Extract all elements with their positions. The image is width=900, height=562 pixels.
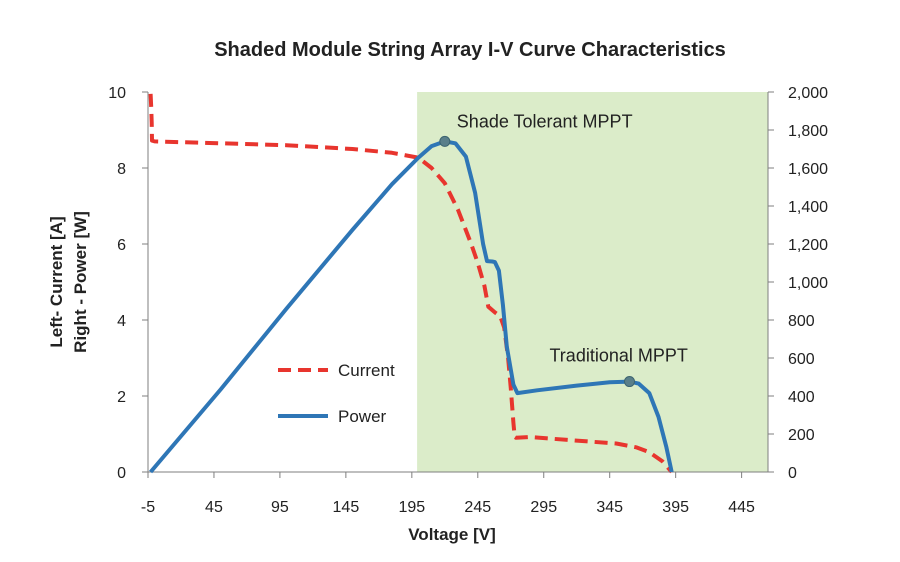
chart-title: Shaded Module String Array I-V Curve Cha…	[214, 39, 726, 61]
y-right-tick-label: 200	[788, 427, 815, 444]
series-line-current	[148, 93, 674, 474]
y-right-tick-label: 1,000	[788, 275, 828, 292]
y-left-tick-label: 0	[117, 465, 126, 482]
y-axis-title-left: Left- Current [A]	[47, 216, 66, 347]
y-left-tick-label: 10	[108, 85, 126, 102]
y-right-tick-label: 600	[788, 351, 815, 368]
y-right-tick-label: 1,800	[788, 123, 828, 140]
y-left-tick-label: 4	[117, 313, 126, 330]
plot-area: -5 45 95 145 195 245 295 345 395 445 0 2 4 6 8 10 0 200 40…	[108, 85, 828, 516]
x-tick-label: 245	[464, 499, 491, 516]
x-axis-title: Voltage [V]	[408, 525, 496, 544]
x-tick-label: -5	[141, 499, 155, 516]
y-right-tick-label: 2,000	[788, 85, 828, 102]
y-right-tick-label: 0	[788, 465, 797, 482]
y-right-tick-label: 400	[788, 389, 815, 406]
legend-label-current: Current	[338, 361, 395, 380]
mppt-marker	[623, 376, 635, 388]
y-right-tick-label: 800	[788, 313, 815, 330]
x-tick-label: 195	[398, 499, 425, 516]
mppt-marker	[439, 135, 451, 147]
x-tick-label: 95	[271, 499, 289, 516]
mppt-annotation: Shade Tolerant MPPT	[457, 111, 633, 131]
y-right-tick-label: 1,200	[788, 237, 828, 254]
y-right-tick-label: 1,400	[788, 199, 828, 216]
y-axis-title-right: Right - Power [W]	[71, 211, 90, 353]
shaded-region	[417, 92, 768, 472]
x-tick-label: 445	[728, 499, 755, 516]
x-tick-label: 345	[596, 499, 623, 516]
x-tick-label: 145	[333, 499, 360, 516]
legend-label-power: Power	[338, 407, 387, 426]
y-left-tick-label: 2	[117, 389, 126, 406]
x-tick-label: 45	[205, 499, 223, 516]
y-left-tick-label: 8	[117, 161, 126, 178]
mppt-annotation: Traditional MPPT	[549, 346, 687, 366]
y-left-tick-label: 6	[117, 237, 126, 254]
x-tick-label: 395	[662, 499, 689, 516]
x-tick-label: 295	[530, 499, 557, 516]
y-right-tick-label: 1,600	[788, 161, 828, 178]
